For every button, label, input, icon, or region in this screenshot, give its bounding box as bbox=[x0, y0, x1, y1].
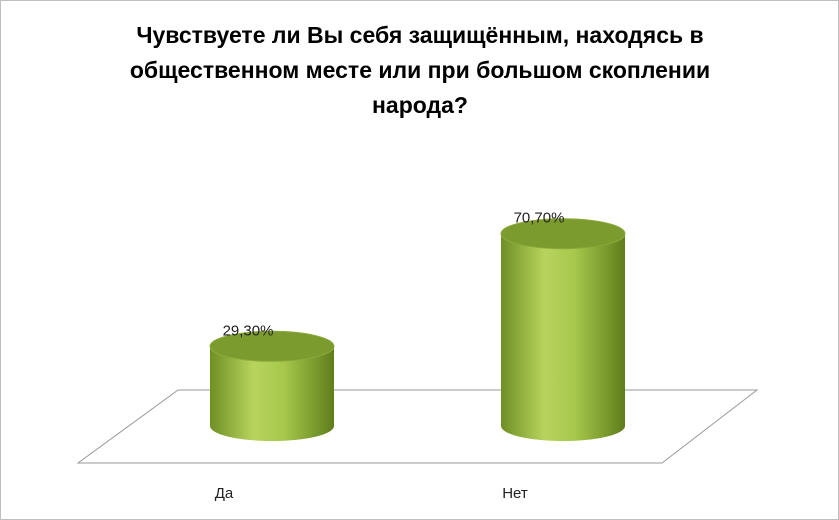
bar bbox=[501, 233, 625, 426]
chart-title: Чувствуете ли Вы себя защищённым, находя… bbox=[129, 22, 711, 118]
bar-top bbox=[500, 218, 626, 250]
bar-top bbox=[209, 330, 335, 362]
floor bbox=[76, 389, 759, 464]
data-label: 29,30% bbox=[223, 322, 274, 339]
x-tick-label: Нет bbox=[502, 485, 528, 502]
x-tick-label: Да bbox=[215, 485, 234, 502]
data-label: 70,70% bbox=[514, 210, 565, 227]
